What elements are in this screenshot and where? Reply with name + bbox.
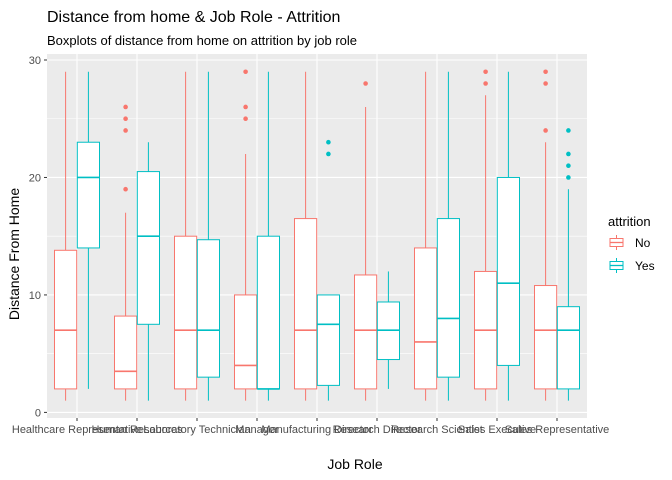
legend-label-no: No (635, 236, 651, 250)
box-body (496, 176, 520, 366)
y-tick-label: 0 (35, 407, 41, 419)
legend: attrition No Yes (608, 214, 655, 274)
box-body (316, 294, 340, 386)
outlier-point (566, 163, 571, 169)
x-tick-label: Human Resources (91, 424, 183, 436)
x-tick-label: Manager (235, 424, 279, 436)
box-yes-4 (316, 139, 340, 401)
box-no-8 (534, 69, 558, 401)
box-yes-2 (196, 71, 221, 401)
box-body (234, 294, 258, 390)
box-body (54, 249, 78, 390)
box-body (354, 274, 378, 390)
box-no-4 (294, 71, 318, 401)
outlier-point (483, 81, 488, 86)
x-tick-label: Sales Executive (458, 424, 536, 436)
box-body (556, 306, 580, 390)
box-body (136, 171, 161, 325)
outlier-point (543, 69, 548, 75)
chart-subtitle: Boxplots of distance from home on attrit… (47, 33, 357, 48)
outlier-point (123, 128, 128, 133)
outlier-point (483, 69, 488, 75)
y-axis-ticks: 0 10 20 30 (29, 55, 47, 419)
x-tick-label: Healthcare Representative (12, 424, 142, 436)
box-no-2 (174, 71, 198, 401)
legend-key-yes (608, 257, 625, 274)
box-yes-7 (496, 71, 520, 401)
outlier-point (566, 175, 571, 180)
box-body (414, 247, 438, 390)
box-no-5 (354, 81, 378, 401)
outlier-point (123, 186, 128, 192)
outlier-point (566, 151, 571, 157)
box-no-1 (114, 104, 138, 401)
x-tick-label: Sales Representative (505, 424, 610, 436)
box-body (174, 235, 198, 390)
box-yes-3 (256, 71, 280, 401)
outlier-point (243, 104, 248, 110)
legend-title: attrition (608, 214, 651, 229)
outlier-point (363, 81, 368, 86)
y-tick-label: 20 (29, 172, 41, 184)
outlier-point (123, 116, 128, 122)
box-yes-0 (76, 71, 101, 389)
x-tick-label: Manufacturing Director (261, 424, 373, 436)
box-body (114, 315, 138, 390)
box-yes-1 (136, 142, 161, 401)
outlier-point (243, 69, 248, 75)
outlier-point (326, 151, 331, 157)
box-yes-8 (556, 128, 580, 401)
x-tick-label: Research Scientist (391, 424, 483, 436)
outlier-point (566, 128, 571, 133)
box-no-3 (234, 69, 258, 401)
chart-title: Distance from home & Job Role - Attritio… (47, 9, 340, 26)
box-body (76, 141, 101, 249)
legend-key-no (608, 234, 625, 251)
y-axis-title: Distance From Home (6, 188, 22, 320)
y-tick-label: 10 (29, 290, 41, 302)
box-yes-6 (436, 71, 460, 401)
box-yes-5 (376, 271, 400, 389)
outlier-point (543, 128, 548, 133)
box-body (196, 239, 221, 378)
box-no-0 (54, 71, 78, 401)
outlier-point (543, 81, 548, 86)
legend-label-yes: Yes (635, 259, 655, 273)
x-tick-label: Laboratory Technician (143, 424, 250, 436)
outlier-point (326, 139, 331, 145)
x-tick-label: Research Director (333, 424, 422, 436)
box-no-6 (414, 71, 438, 401)
outlier-point (243, 116, 248, 122)
box-body (256, 235, 280, 390)
outlier-point (123, 104, 128, 110)
box-no-7 (474, 69, 498, 401)
boxplot-marks (54, 69, 580, 401)
box-body (436, 218, 460, 378)
box-body (294, 218, 318, 390)
x-axis-title: Job Role (327, 456, 382, 472)
y-tick-label: 30 (29, 55, 41, 67)
box-body (534, 285, 558, 390)
